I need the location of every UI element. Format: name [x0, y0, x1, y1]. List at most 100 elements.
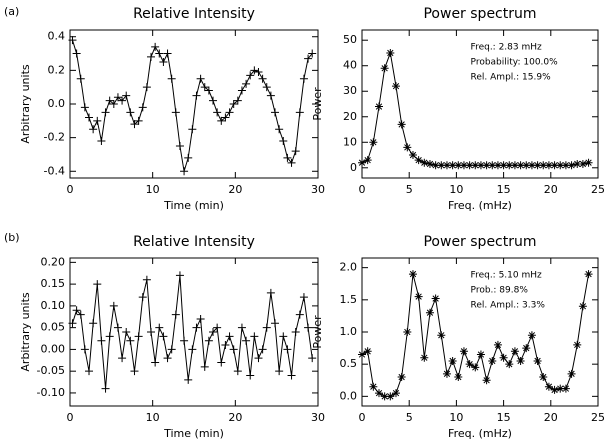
- data-point: [242, 336, 251, 345]
- data-point: [80, 103, 89, 112]
- data-point: [80, 345, 89, 354]
- data-point: [93, 280, 102, 289]
- data-point: [242, 79, 251, 88]
- x-tick-label: 5: [406, 411, 413, 424]
- x-tick-label: 10: [146, 183, 160, 196]
- data-point: [101, 108, 110, 117]
- data-point: [369, 382, 378, 391]
- data-point: [271, 319, 280, 328]
- data-point: [200, 83, 209, 92]
- data-point: [196, 74, 205, 83]
- data-point: [279, 137, 288, 145]
- data-point: [109, 301, 118, 310]
- data-point: [369, 138, 378, 147]
- annotation: Rel. Ampl.: 15.9%: [471, 73, 552, 83]
- x-tick-label: 25: [591, 183, 605, 196]
- data-point: [196, 314, 205, 323]
- data-point: [533, 356, 542, 365]
- data-point: [258, 345, 267, 354]
- y-tick-label: 0.20: [41, 255, 66, 268]
- data-point: [163, 354, 172, 363]
- data-point: [408, 270, 417, 279]
- data-point: [403, 143, 412, 152]
- data-point: [171, 310, 180, 319]
- y-tick-label: -0.05: [37, 364, 65, 377]
- data-point: [142, 275, 151, 284]
- data-point: [159, 57, 168, 66]
- data-point: [482, 161, 491, 170]
- data-point: [499, 161, 508, 170]
- data-point: [516, 356, 525, 365]
- data-point: [295, 108, 304, 117]
- data-point: [283, 345, 292, 354]
- data-point: [295, 310, 304, 319]
- y-axis-label: Arbitrary units: [19, 64, 32, 144]
- data-point: [68, 319, 77, 328]
- data-point: [68, 36, 77, 45]
- data-point: [437, 331, 446, 340]
- x-tick-label: 0: [359, 183, 366, 196]
- data-point: [93, 116, 102, 125]
- data-point: [204, 86, 213, 95]
- data-point: [425, 308, 434, 317]
- data-point: [533, 161, 542, 170]
- data-point: [188, 125, 197, 134]
- data-point: [380, 392, 389, 401]
- y-tick-label: 20: [343, 110, 357, 123]
- y-tick-label: 40: [343, 59, 357, 72]
- data-point: [482, 376, 491, 385]
- data-point: [118, 354, 127, 363]
- data-point: [578, 302, 587, 311]
- data-point: [304, 323, 313, 332]
- data-point: [471, 363, 480, 372]
- data-point: [573, 340, 582, 349]
- x-tick-label: 25: [591, 411, 605, 424]
- x-tick-label: 15: [497, 183, 511, 196]
- data-point: [442, 161, 451, 170]
- data-point: [209, 96, 218, 105]
- data-point: [142, 83, 151, 92]
- data-point: [567, 161, 576, 170]
- data-point: [291, 147, 300, 156]
- data-point: [138, 293, 147, 302]
- x-axis-label: Freq. (mHz): [448, 199, 512, 212]
- data-point: [561, 384, 570, 393]
- data-point: [584, 158, 593, 167]
- data-point: [72, 306, 81, 315]
- data-point: [510, 347, 519, 356]
- data-point: [567, 369, 576, 378]
- data-point: [287, 158, 296, 167]
- y-axis-label: Arbitrary units: [19, 292, 32, 372]
- chart-title: Relative Intensity: [133, 234, 255, 250]
- data-point: [408, 151, 417, 160]
- data-point: [363, 347, 372, 356]
- data-point: [76, 74, 85, 83]
- data-point: [380, 64, 389, 73]
- data-point: [147, 52, 156, 61]
- chart-title: Power spectrum: [423, 6, 536, 22]
- x-axis-label: Time (min): [163, 199, 224, 212]
- data-point: [414, 156, 423, 165]
- data-point: [254, 354, 263, 363]
- data-point: [465, 360, 474, 369]
- data-point: [151, 358, 160, 367]
- x-axis-label: Time (min): [163, 427, 224, 440]
- data-point: [266, 288, 275, 297]
- data-point: [454, 373, 463, 382]
- y-tick-label: 30: [343, 84, 357, 97]
- data-point: [275, 125, 284, 134]
- data-point: [122, 328, 131, 336]
- y-tick-label: 0.0: [340, 389, 358, 402]
- data-point: [258, 74, 267, 83]
- data-point: [584, 270, 593, 279]
- data-point: [550, 385, 559, 394]
- y-tick-label: -0.2: [44, 131, 65, 144]
- data-point: [184, 375, 193, 384]
- y-tick-label: 0.5: [340, 357, 358, 370]
- data-point: [262, 83, 271, 92]
- data-point: [287, 371, 296, 380]
- data-point: [130, 367, 139, 376]
- data-point: [250, 332, 259, 341]
- data-point: [420, 353, 429, 362]
- data-point: [363, 156, 372, 165]
